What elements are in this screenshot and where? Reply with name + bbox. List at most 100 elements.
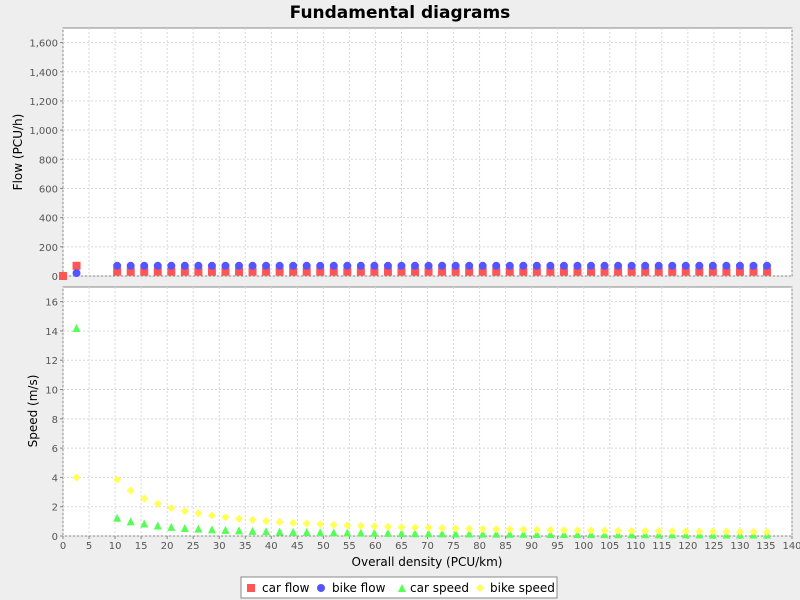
car-speed-point: [221, 525, 230, 534]
car-speed-point: [451, 529, 460, 538]
car-speed-point: [194, 524, 203, 533]
x-axis-label: Overall density (PCU/km): [352, 555, 503, 569]
x-tick-label: 130: [730, 541, 749, 552]
car-flow-point: [519, 267, 528, 276]
car-flow-point: [126, 267, 135, 276]
bike-speed-point: [153, 499, 162, 508]
car-speed-point: [140, 519, 149, 528]
flow-series: [59, 261, 772, 280]
car-flow-point: [424, 267, 433, 276]
bike-speed-point: [167, 504, 176, 513]
car-flow-point: [451, 267, 460, 276]
x-tick-label: 80: [473, 541, 486, 552]
car-speed-point: [356, 528, 365, 537]
bike-speed-point: [722, 527, 731, 536]
bike-speed-point: [383, 522, 392, 531]
bike-flow-point: [641, 261, 650, 270]
bike-flow-point: [465, 261, 474, 270]
bike-flow-point: [559, 261, 568, 270]
car-flow-point: [505, 267, 514, 276]
car-flow-point: [614, 267, 623, 276]
bike-speed-point: [627, 526, 636, 535]
bike-flow-point: [763, 261, 772, 270]
bike-speed-point: [681, 527, 690, 536]
car-flow-point: [532, 267, 541, 276]
bike-flow-point: [329, 261, 338, 270]
bike-speed-point: [668, 527, 677, 536]
bike-speed-point: [438, 524, 447, 533]
car-flow-point: [708, 267, 717, 276]
bike-speed-point: [356, 521, 365, 530]
bike-speed-point: [248, 515, 257, 524]
speed-y-tick-label: 10: [45, 386, 58, 397]
bike-flow-point: [438, 261, 447, 270]
bike-flow-point: [654, 261, 663, 270]
bike-speed-point: [207, 511, 216, 520]
bike-speed-point: [411, 523, 420, 532]
bike-speed-point: [505, 525, 514, 534]
x-tick-label: 105: [600, 541, 619, 552]
car-flow-point: [235, 267, 244, 276]
speed-y-tick-label: 0: [52, 532, 58, 543]
flow-y-tick-label: 1,200: [29, 97, 58, 108]
car-speed-point: [505, 529, 514, 538]
car-flow-point: [749, 267, 758, 276]
car-flow-point: [207, 267, 216, 276]
speed-y-tick-label: 4: [52, 473, 58, 484]
car-speed-point: [424, 529, 433, 538]
x-tick-label: 15: [135, 541, 148, 552]
flow-y-tick-label: 1,600: [29, 39, 58, 50]
bike-flow-point: [749, 261, 758, 270]
bike-speed-point: [573, 526, 582, 535]
bike-speed-point: [343, 521, 352, 530]
x-tick-label: 125: [704, 541, 723, 552]
bike-flow-point: [262, 261, 271, 270]
car-speed-point: [153, 521, 162, 530]
car-flow-point: [302, 267, 311, 276]
bike-speed-point: [749, 527, 758, 536]
x-tick-label: 70: [421, 541, 434, 552]
speed-y-tick-label: 14: [45, 327, 58, 338]
bike-flow-point: [451, 261, 460, 270]
bike-flow-point: [505, 261, 514, 270]
bike-flow-point: [302, 261, 311, 270]
car-speed-legend-marker: [398, 584, 406, 592]
car-speed-point: [180, 523, 189, 532]
bike-flow-point: [153, 261, 162, 270]
bike-flow-point: [397, 261, 406, 270]
bike-speed-point: [424, 523, 433, 532]
x-tick-label: 35: [239, 541, 252, 552]
bike-flow-point: [681, 261, 690, 270]
bike-speed-point: [641, 527, 650, 536]
car-flow-point: [681, 267, 690, 276]
flow-y-tick-label: 400: [39, 214, 58, 225]
car-speed-point: [492, 529, 501, 538]
x-tick-label: 100: [574, 541, 593, 552]
bike-speed-point: [614, 526, 623, 535]
car-flow-point: [356, 267, 365, 276]
bike-flow-point: [207, 261, 216, 270]
car-flow-point: [248, 267, 257, 276]
x-tick-label: 5: [86, 541, 92, 552]
car-speed-point: [411, 529, 420, 538]
car-speed-point: [289, 527, 298, 536]
bike-speed-point: [465, 524, 474, 533]
bike-flow-point: [72, 269, 81, 278]
speed-y-tick-label: 16: [45, 298, 58, 309]
bike-speed-point: [126, 486, 135, 495]
bike-flow-point: [248, 261, 257, 270]
car-speed-point: [519, 529, 528, 538]
bike-flow-point: [573, 261, 582, 270]
car-speed-point: [72, 324, 81, 333]
flow-y-tick-label: 200: [39, 243, 58, 254]
car-flow-point: [289, 267, 298, 276]
bike-flow-point: [519, 261, 528, 270]
bike-speed-point: [316, 520, 325, 529]
bike-flow-point: [614, 261, 623, 270]
x-tick-label: 45: [291, 541, 304, 552]
bike-flow-point: [194, 261, 203, 270]
bike-flow-point: [383, 261, 392, 270]
bike-flow-point: [221, 261, 230, 270]
bike-flow-point: [532, 261, 541, 270]
